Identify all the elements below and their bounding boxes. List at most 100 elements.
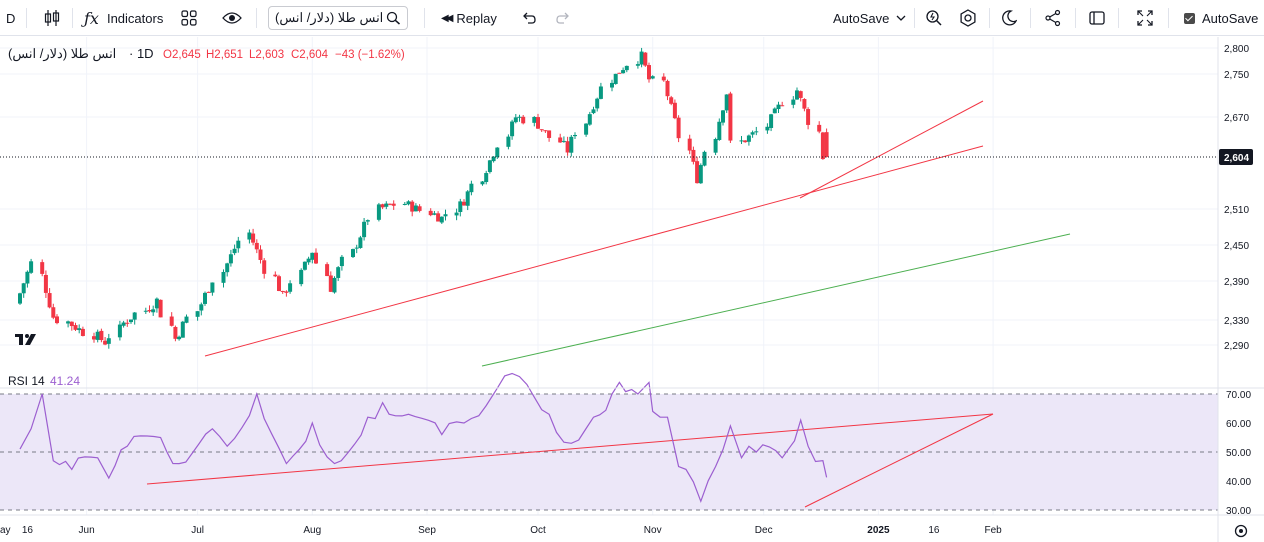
price-axis-tick-label: 2,750 <box>1224 70 1249 81</box>
candle-body <box>247 232 252 240</box>
candle-body <box>695 161 700 184</box>
price-axis-tick-label: 2,290 <box>1224 341 1249 352</box>
toolbar-divider <box>1075 8 1076 28</box>
candle-body <box>125 322 130 324</box>
candle-body <box>69 321 74 327</box>
last-price-badge: 2,604 <box>1219 149 1253 165</box>
legend-low: L2,603 <box>249 49 284 61</box>
price-axis-tick-label: 2,330 <box>1224 316 1249 327</box>
time-axis-settings-button[interactable] <box>1234 524 1248 538</box>
trendline-drawings[interactable] <box>146 100 1071 508</box>
candle-body <box>721 110 725 123</box>
autosave-dropdown-label: AutoSave <box>833 10 890 26</box>
candle-body <box>129 319 133 323</box>
candle-body <box>354 247 359 249</box>
candle-body <box>432 213 437 215</box>
candle-body <box>106 338 111 344</box>
candle-body <box>643 52 648 66</box>
rsi-legend-value: 41.24 <box>50 374 80 388</box>
candle-body <box>151 309 156 313</box>
rsi-legend-name: RSI 14 <box>8 374 45 388</box>
tradingview-logo <box>15 334 36 345</box>
candle-body <box>391 203 396 206</box>
candle-body <box>132 312 137 320</box>
candle-body <box>55 316 59 324</box>
toolbar-divider <box>26 8 27 28</box>
rsi-axis[interactable]: 70.00 60.00 50.00 40.00 30.00 <box>1226 390 1251 517</box>
legend-close: C2,604 <box>291 49 329 61</box>
candle-body <box>339 256 344 267</box>
candle-body <box>824 132 829 157</box>
visibility-button[interactable] <box>222 0 242 36</box>
candle-body <box>510 121 515 137</box>
fullscreen-button[interactable] <box>1137 0 1153 36</box>
trendline <box>804 413 994 508</box>
autosave-checkbox-label: AutoSave <box>1202 10 1259 26</box>
undo-button[interactable] <box>521 0 537 36</box>
candle-body <box>302 261 307 270</box>
candle-body <box>462 201 466 206</box>
price-axis-tick-label: 2,670 <box>1224 113 1249 124</box>
time-axis[interactable]: ay 16 Jun Jul Aug Sep Oct Nov Dec 2025 16 Feb <box>0 525 1002 536</box>
candle-body <box>51 307 56 318</box>
rsi-axis-tick-label: 70.00 <box>1226 390 1251 401</box>
time-axis-tick-label: Jul <box>191 525 204 536</box>
price-axis[interactable]: 2,800 2,750 2,670 2,510 2,450 2,390 2,330 2,290 <box>1224 44 1249 352</box>
candle-body <box>262 260 267 274</box>
settings-button[interactable] <box>959 0 977 36</box>
candle-body <box>95 331 100 340</box>
fx-icon: ƒx <box>84 8 99 28</box>
candle-body <box>388 203 392 205</box>
candle-body <box>765 126 770 131</box>
rsi-level-lines <box>0 393 1218 511</box>
share-button[interactable] <box>1044 0 1062 36</box>
publish-button[interactable] <box>1088 0 1106 36</box>
replay-button[interactable]: ◀◀ Replay <box>441 0 497 36</box>
redo-button[interactable] <box>555 0 571 36</box>
candle-body <box>117 324 122 338</box>
candle-body <box>80 328 85 336</box>
candle-body <box>743 140 748 143</box>
time-axis-tick-label: ay <box>0 525 11 536</box>
interval-button[interactable]: D <box>6 10 16 26</box>
candle-body <box>746 135 751 142</box>
time-axis-tick-label: Dec <box>755 525 773 536</box>
candle-body <box>221 271 226 283</box>
candle-body <box>717 121 722 140</box>
candle-body <box>687 138 692 151</box>
candlestick-icon <box>44 10 60 26</box>
quick-search-button[interactable] <box>925 0 943 36</box>
candle-type-button[interactable] <box>44 0 60 36</box>
autosave-checkbox[interactable]: AutoSave <box>1184 0 1258 36</box>
candle-body <box>491 156 496 162</box>
trendline <box>204 145 984 357</box>
eye-icon <box>222 12 242 24</box>
moon-icon <box>1002 10 1017 26</box>
time-axis-tick-label: Sep <box>418 525 436 536</box>
candle-body <box>487 160 492 173</box>
candle-body <box>428 210 433 216</box>
time-axis-tick-label: Aug <box>303 525 321 536</box>
indicators-button[interactable]: ƒx Indicators <box>84 0 163 36</box>
candle-body <box>536 117 540 129</box>
candle-body <box>698 165 703 184</box>
toolbar-divider <box>424 8 425 28</box>
time-axis-tick-label: Feb <box>984 525 1002 536</box>
candle-body <box>558 137 563 143</box>
templates-button[interactable] <box>180 0 198 36</box>
candle-body <box>225 263 230 273</box>
candle-body <box>454 212 459 216</box>
candle-body <box>669 97 674 104</box>
candle-body <box>384 203 389 207</box>
symbol-search-box[interactable]: انس طلا (دلار/ انس) <box>268 6 408 30</box>
gear-icon <box>960 9 976 27</box>
candle-body <box>802 99 807 109</box>
candle-body <box>665 80 670 97</box>
candle-body <box>232 248 237 254</box>
autosave-dropdown[interactable]: AutoSave <box>833 0 907 36</box>
theme-button[interactable] <box>1001 0 1017 36</box>
toolbar-divider <box>256 8 257 28</box>
candle-body <box>199 304 204 311</box>
candle-body <box>565 141 570 153</box>
chart-area[interactable]: 2,800 2,750 2,670 2,510 2,450 2,390 2,330 2,290… <box>0 37 1264 542</box>
